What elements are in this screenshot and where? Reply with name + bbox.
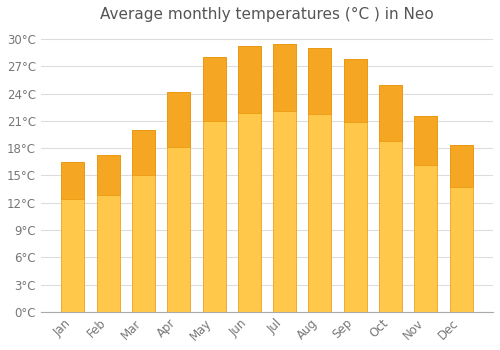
Bar xyxy=(308,48,332,312)
Bar xyxy=(379,85,402,312)
Bar xyxy=(450,146,472,187)
Bar xyxy=(97,155,120,195)
Bar xyxy=(344,59,366,312)
Bar xyxy=(414,117,437,312)
Bar xyxy=(238,47,261,113)
Bar xyxy=(168,92,190,312)
Bar xyxy=(450,146,472,312)
Bar xyxy=(308,48,332,114)
Bar xyxy=(62,162,84,312)
Bar xyxy=(202,57,226,312)
Bar xyxy=(238,47,261,312)
Bar xyxy=(202,57,226,121)
Bar xyxy=(168,92,190,147)
Bar xyxy=(132,130,155,175)
Bar xyxy=(414,117,437,165)
Bar xyxy=(344,59,366,122)
Bar xyxy=(97,155,120,312)
Bar xyxy=(62,162,84,199)
Bar xyxy=(273,44,296,111)
Bar xyxy=(132,130,155,312)
Bar xyxy=(273,44,296,312)
Title: Average monthly temperatures (°C ) in Neo: Average monthly temperatures (°C ) in Ne… xyxy=(100,7,434,22)
Bar xyxy=(379,85,402,141)
